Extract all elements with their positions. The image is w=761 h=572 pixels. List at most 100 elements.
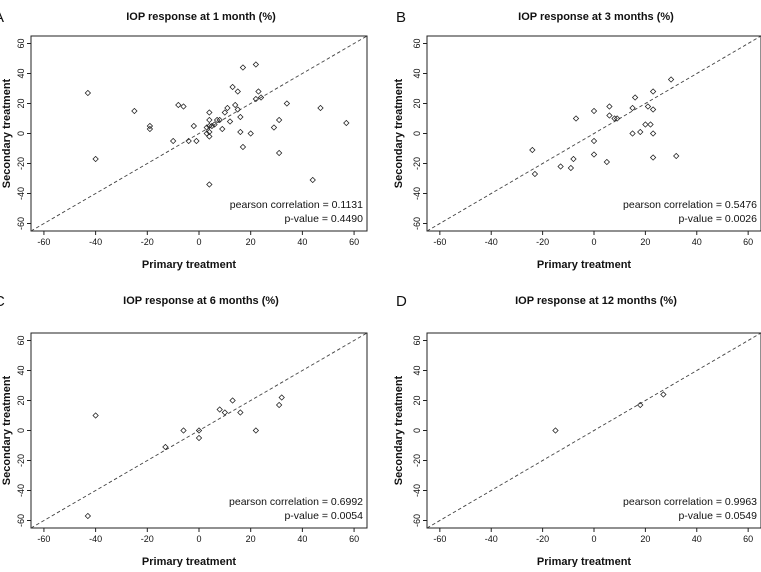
y-axis-label: Secondary treatment bbox=[393, 78, 405, 188]
x-tick-label: 0 bbox=[591, 237, 596, 247]
p-value-text: p-value = 0.0054 bbox=[284, 510, 363, 522]
data-point bbox=[206, 116, 213, 124]
data-point bbox=[203, 124, 210, 131]
data-point bbox=[572, 115, 580, 122]
data-point bbox=[206, 181, 213, 188]
y-tick-label: 0 bbox=[412, 131, 422, 136]
x-tick-label: 20 bbox=[246, 534, 256, 544]
p-value-text: p-value = 0.0026 bbox=[678, 213, 757, 225]
y-tick-label: 40 bbox=[412, 68, 422, 78]
identity-reference-line bbox=[427, 333, 761, 528]
data-point bbox=[649, 154, 657, 161]
data-point bbox=[557, 163, 564, 170]
data-point bbox=[226, 118, 234, 125]
x-tick-label: 60 bbox=[349, 534, 359, 544]
data-point bbox=[92, 412, 99, 419]
y-tick-label: 40 bbox=[412, 365, 422, 375]
data-point bbox=[257, 94, 265, 101]
y-tick-label: -40 bbox=[16, 187, 26, 200]
data-point bbox=[175, 101, 182, 109]
x-tick-label: 0 bbox=[591, 534, 596, 544]
data-point bbox=[252, 427, 260, 434]
x-tick-label: 40 bbox=[297, 534, 307, 544]
x-tick-label: -40 bbox=[485, 237, 498, 247]
x-tick-label: -20 bbox=[536, 534, 549, 544]
x-tick-label: -60 bbox=[37, 534, 50, 544]
data-point bbox=[649, 88, 657, 95]
y-tick-label: -20 bbox=[412, 454, 422, 467]
x-tick-label: 60 bbox=[743, 534, 753, 544]
data-point bbox=[283, 100, 291, 107]
data-point bbox=[252, 95, 260, 103]
data-point bbox=[270, 124, 278, 131]
x-tick-label: 60 bbox=[349, 237, 359, 247]
data-point bbox=[606, 112, 613, 119]
x-tick-label: -20 bbox=[141, 534, 154, 544]
y-axis-label: Secondary treatment bbox=[1, 78, 13, 188]
data-point bbox=[275, 116, 283, 124]
data-point bbox=[237, 409, 244, 416]
data-point bbox=[162, 443, 169, 451]
data-point bbox=[206, 122, 213, 130]
y-tick-label: -60 bbox=[412, 514, 422, 527]
data-point bbox=[229, 397, 236, 404]
data-point bbox=[206, 133, 213, 140]
data-point bbox=[224, 104, 231, 112]
x-tick-label: -40 bbox=[485, 534, 498, 544]
y-tick-label: 20 bbox=[412, 395, 422, 405]
data-point bbox=[221, 109, 229, 116]
y-tick-label: -60 bbox=[16, 217, 26, 230]
data-point bbox=[309, 176, 316, 184]
data-point bbox=[629, 104, 636, 112]
x-tick-label: -20 bbox=[141, 237, 154, 247]
y-axis-label: Secondary treatment bbox=[393, 375, 405, 485]
data-point bbox=[213, 116, 221, 124]
data-point bbox=[644, 103, 652, 110]
x-tick-label: 40 bbox=[692, 534, 702, 544]
data-point bbox=[216, 116, 223, 124]
y-tick-label: 20 bbox=[16, 98, 26, 108]
data-point bbox=[673, 152, 680, 160]
x-axis-label: Primary treatment bbox=[537, 556, 631, 567]
data-point bbox=[631, 94, 639, 101]
chart-title: IOP response at 6 months (%) bbox=[123, 295, 279, 307]
data-point bbox=[169, 137, 177, 145]
data-point bbox=[590, 151, 598, 158]
panel-letter: C bbox=[0, 293, 5, 310]
x-tick-label: -40 bbox=[89, 534, 102, 544]
data-point bbox=[92, 155, 99, 163]
y-tick-label: 60 bbox=[412, 335, 422, 345]
y-tick-label: 60 bbox=[16, 335, 26, 345]
data-point bbox=[275, 401, 283, 409]
panel-a: A IOP response at 1 month (%) -60 -40 -20 0 20… bbox=[0, 9, 368, 271]
data-point bbox=[180, 427, 187, 434]
data-point bbox=[195, 434, 203, 442]
x-tick-label: 20 bbox=[640, 237, 650, 247]
data-point bbox=[84, 512, 92, 520]
data-point bbox=[237, 128, 244, 136]
panel-letter: D bbox=[396, 293, 407, 310]
data-point bbox=[219, 125, 226, 133]
pearson-correlation-text: pearson correlation = 0.9963 bbox=[623, 496, 757, 508]
data-point bbox=[216, 406, 223, 413]
data-point bbox=[185, 137, 192, 145]
data-point bbox=[206, 109, 213, 116]
data-point bbox=[252, 61, 260, 68]
data-point bbox=[570, 155, 577, 163]
data-point bbox=[180, 103, 187, 110]
y-tick-label: 0 bbox=[412, 428, 422, 433]
data-point bbox=[221, 409, 229, 416]
data-point bbox=[275, 149, 283, 157]
y-tick-label: 20 bbox=[412, 98, 422, 108]
data-point bbox=[131, 107, 138, 115]
y-tick-label: 0 bbox=[16, 131, 26, 136]
data-point bbox=[590, 137, 598, 145]
y-tick-label: 20 bbox=[16, 395, 26, 405]
identity-reference-line bbox=[31, 333, 367, 528]
y-tick-label: 60 bbox=[16, 38, 26, 48]
y-tick-label: -20 bbox=[16, 454, 26, 467]
data-point bbox=[642, 121, 649, 128]
data-point bbox=[193, 137, 200, 145]
